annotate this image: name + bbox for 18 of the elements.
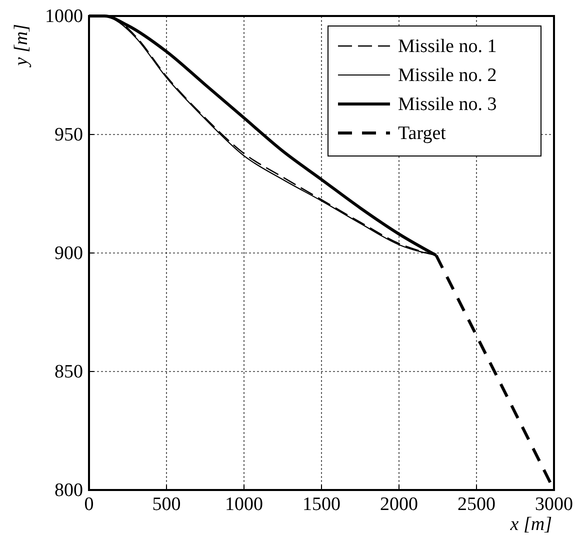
- x-tick-label: 2000: [380, 494, 418, 515]
- x-tick-label: 2500: [458, 494, 496, 515]
- y-tick-label: 950: [54, 124, 83, 146]
- legend-label: Missile no. 1: [398, 36, 497, 57]
- y-tick-label: 800: [54, 480, 83, 501]
- y-axis-title: y [m]: [11, 24, 32, 68]
- x-tick-label: 0: [84, 494, 94, 515]
- legend-label: Missile no. 2: [398, 65, 497, 86]
- y-tick-label: 850: [54, 362, 83, 382]
- x-tick-label: 500: [152, 494, 181, 515]
- legend-label: Missile no. 3: [398, 94, 497, 115]
- legend-label: Target: [398, 123, 447, 144]
- x-tick-label: 1500: [302, 494, 340, 515]
- x-tick-label: 3000: [535, 494, 573, 515]
- x-axis-title: x [m]: [509, 514, 552, 535]
- y-tick-label: 1000: [45, 6, 83, 27]
- y-tick-label: 900: [54, 243, 83, 264]
- x-tick-label: 1000: [225, 494, 263, 515]
